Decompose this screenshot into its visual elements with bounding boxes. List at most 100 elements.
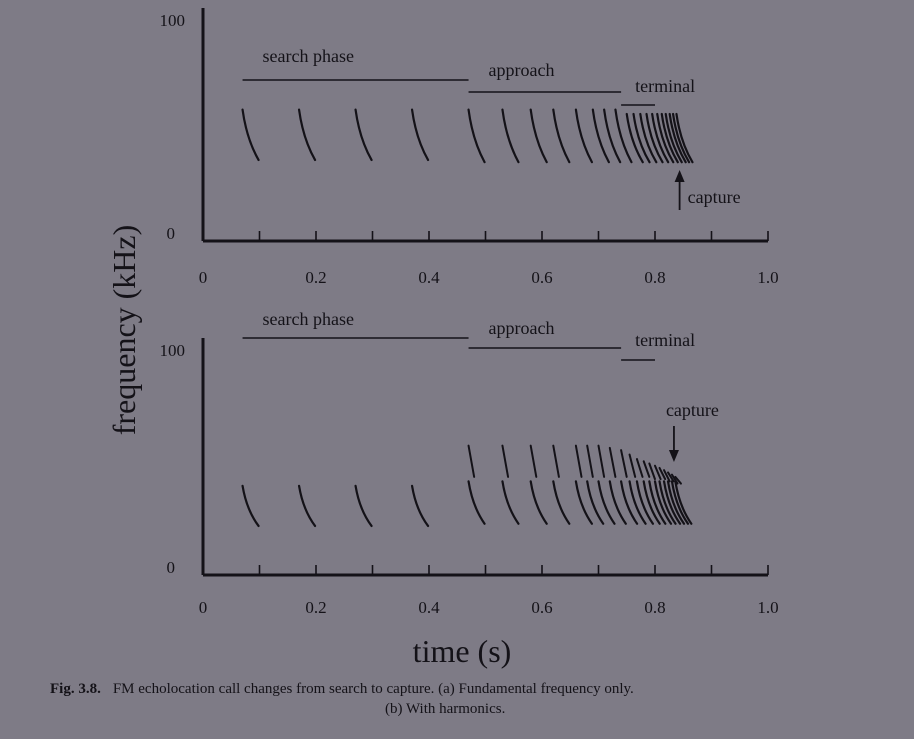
call-sweep bbox=[501, 480, 520, 525]
call-sweep bbox=[529, 108, 548, 164]
x-tick-label: 0.2 bbox=[305, 268, 326, 287]
phase-label: search phase bbox=[263, 309, 354, 329]
call-sweep bbox=[591, 108, 610, 164]
call-sweep bbox=[662, 480, 682, 525]
call-harmonic bbox=[628, 453, 637, 478]
call-sweep bbox=[625, 112, 644, 164]
x-tick-label: 0 bbox=[199, 268, 208, 287]
call-sweep bbox=[297, 484, 317, 528]
x-tick-label: 0.2 bbox=[305, 598, 326, 617]
call-harmonic bbox=[654, 464, 662, 481]
x-tick-label: 0.6 bbox=[531, 268, 552, 287]
phase-label: approach bbox=[489, 60, 555, 80]
call-sweep bbox=[354, 108, 373, 162]
call-harmonic bbox=[529, 444, 538, 478]
call-harmonic bbox=[635, 458, 644, 478]
call-sweep bbox=[603, 108, 622, 164]
call-sweep bbox=[645, 112, 664, 164]
call-sweep bbox=[639, 112, 658, 164]
call-sweep bbox=[354, 484, 373, 528]
call-sweep bbox=[671, 112, 691, 164]
call-sweep bbox=[642, 480, 661, 525]
x-tick-label: 0.8 bbox=[644, 598, 665, 617]
panel-b: 0 0.2 0.4 0.6 0.8 1.0 0 100 search phase approach… bbox=[160, 309, 779, 617]
phase-label: terminal bbox=[635, 330, 695, 350]
call-sweep bbox=[501, 108, 520, 164]
call-sweep bbox=[651, 112, 670, 164]
call-sweep bbox=[660, 112, 679, 164]
call-harmonic bbox=[663, 469, 671, 483]
y-tick-label: 100 bbox=[160, 11, 186, 30]
call-sweep bbox=[552, 108, 571, 164]
call-harmonic bbox=[674, 475, 682, 485]
call-sweep bbox=[241, 484, 260, 528]
call-sweep bbox=[241, 108, 260, 162]
call-harmonic bbox=[586, 444, 594, 478]
call-sweep bbox=[297, 108, 317, 162]
call-sweep bbox=[675, 112, 694, 164]
call-sweep bbox=[529, 480, 548, 525]
y-tick-label: 100 bbox=[160, 341, 186, 360]
capture-label: capture bbox=[666, 400, 719, 420]
call-sweep bbox=[552, 480, 571, 525]
phase-label: search phase bbox=[263, 46, 354, 66]
call-sweep bbox=[670, 480, 690, 525]
call-sweep bbox=[632, 112, 651, 164]
caption-figure-label: Fig. 3.8. bbox=[50, 681, 101, 697]
call-harmonic bbox=[574, 444, 583, 478]
call-sweep bbox=[608, 480, 627, 525]
call-sweep bbox=[467, 480, 486, 525]
call-sweep bbox=[620, 480, 639, 525]
call-harmonic bbox=[620, 449, 628, 478]
capture-label: capture bbox=[688, 187, 741, 207]
call-sweep bbox=[467, 108, 486, 164]
call-sweep bbox=[628, 480, 647, 525]
call-harmonic bbox=[552, 444, 560, 478]
caption-text-1: FM echolocation call changes from search… bbox=[112, 681, 634, 697]
phase-label: terminal bbox=[635, 76, 695, 96]
call-sweep bbox=[648, 480, 667, 525]
caption-line-1: Fig. 3.8. FM echolocation call changes fr… bbox=[50, 680, 634, 699]
call-harmonic bbox=[670, 473, 679, 485]
call-sweep bbox=[664, 112, 683, 164]
y-tick-label: 0 bbox=[167, 558, 176, 577]
call-sweep bbox=[658, 480, 677, 525]
x-tick-label: 0 bbox=[199, 598, 208, 617]
x-tick-label: 0.8 bbox=[644, 268, 665, 287]
call-harmonic bbox=[467, 444, 476, 478]
call-harmonic bbox=[642, 460, 651, 478]
x-tick-label: 1.0 bbox=[757, 598, 778, 617]
call-sweep bbox=[674, 480, 693, 525]
call-sweep bbox=[653, 480, 673, 525]
call-harmonic bbox=[658, 466, 667, 481]
call-harmonic bbox=[608, 446, 617, 478]
call-sweep bbox=[410, 484, 430, 528]
panel-a: 0 0.2 0.4 0.6 0.8 1.0 0 100 search phase approach… bbox=[160, 8, 779, 287]
x-tick-label: 0.6 bbox=[531, 598, 552, 617]
y-tick-label: 0 bbox=[167, 224, 176, 243]
capture-arrowhead bbox=[674, 170, 685, 182]
capture-arrowhead bbox=[668, 450, 679, 462]
call-sweep bbox=[666, 480, 686, 525]
call-sweep bbox=[635, 480, 655, 525]
call-sweep bbox=[656, 112, 675, 164]
call-harmonic bbox=[648, 462, 656, 481]
call-harmonic bbox=[501, 444, 510, 478]
call-sweep bbox=[597, 480, 616, 525]
x-tick-label: 0.4 bbox=[418, 598, 440, 617]
call-sweep bbox=[614, 108, 633, 164]
x-axis-label: time (s) bbox=[413, 633, 512, 669]
y-axis-label: frequency (kHz) bbox=[106, 225, 142, 436]
caption-line-2: (b) With harmonics. bbox=[385, 701, 506, 717]
x-tick-label: 0.4 bbox=[418, 268, 440, 287]
call-sweep bbox=[668, 112, 687, 164]
phase-label: approach bbox=[489, 318, 555, 338]
x-tick-label: 1.0 bbox=[757, 268, 778, 287]
call-sweep bbox=[574, 108, 593, 164]
call-sweep bbox=[410, 108, 430, 162]
call-sweep bbox=[586, 480, 605, 525]
call-harmonic bbox=[666, 471, 675, 483]
call-sweep bbox=[574, 480, 593, 525]
